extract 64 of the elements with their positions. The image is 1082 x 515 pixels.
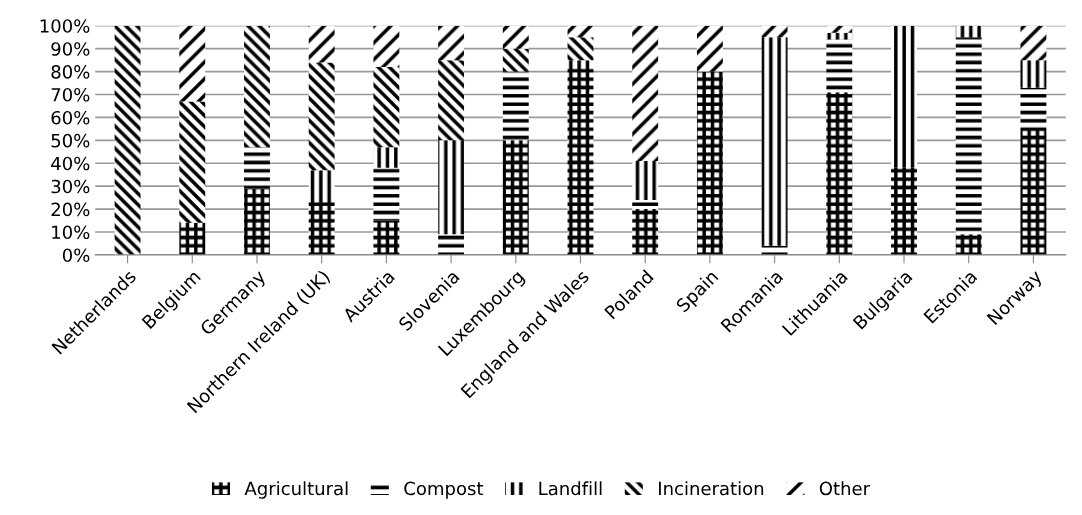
bar	[567, 67, 594, 255]
bar	[114, 25, 141, 255]
bar	[632, 160, 659, 200]
bar	[373, 67, 400, 148]
bar	[308, 62, 335, 171]
bar	[179, 222, 206, 255]
bar	[632, 25, 659, 161]
y-tick-label: 80%	[51, 65, 90, 79]
bar	[373, 25, 400, 67]
bar	[891, 25, 917, 168]
legend-label: Compost	[404, 481, 484, 499]
bar	[373, 167, 400, 221]
bar	[696, 25, 723, 72]
bar	[826, 39, 853, 93]
y-tick-label: 30%	[51, 179, 90, 194]
bar	[438, 234, 465, 255]
bar	[826, 92, 853, 255]
bar	[438, 25, 465, 61]
y-tick-label: 20%	[51, 202, 90, 217]
bar	[308, 170, 335, 200]
bar	[567, 37, 594, 61]
y-tick-label: 10%	[52, 225, 90, 240]
bar	[308, 25, 335, 63]
bar	[502, 140, 529, 255]
bar	[632, 209, 659, 255]
legend-label: Incineration	[659, 481, 764, 496]
bar	[1020, 60, 1047, 88]
bar	[1020, 87, 1047, 129]
y-tick-label: 50%	[51, 133, 90, 148]
bar	[502, 71, 529, 141]
bar	[826, 32, 853, 40]
y-tick-label: 40%	[51, 156, 90, 171]
bar	[761, 25, 788, 38]
bar	[826, 25, 853, 33]
bar	[1020, 128, 1047, 255]
bar	[567, 25, 594, 38]
bar	[891, 167, 917, 255]
bar	[438, 60, 465, 141]
y-tick-label: 60%	[51, 110, 90, 125]
legend-label: Landfill	[539, 481, 602, 496]
bar	[761, 37, 788, 246]
legend-label: Agricultural	[244, 481, 348, 499]
bar	[955, 234, 982, 255]
bar	[438, 140, 465, 235]
bar	[179, 101, 206, 223]
bar	[696, 71, 723, 255]
bar	[373, 220, 400, 255]
bar	[955, 37, 982, 235]
bar	[179, 25, 206, 102]
bar	[244, 188, 270, 255]
y-tick-label: 0%	[62, 248, 90, 263]
y-tick-label: 100%	[40, 19, 90, 33]
bar	[373, 147, 400, 168]
bar	[955, 25, 982, 38]
bar	[308, 199, 335, 255]
bar	[244, 25, 270, 148]
bar	[244, 147, 270, 189]
bar	[1020, 25, 1047, 61]
bar	[502, 25, 529, 49]
y-tick-label: 90%	[51, 42, 90, 56]
bar	[502, 48, 529, 72]
legend-label: Other	[819, 481, 871, 496]
y-tick-label: 70%	[51, 87, 90, 102]
bar	[632, 199, 659, 210]
